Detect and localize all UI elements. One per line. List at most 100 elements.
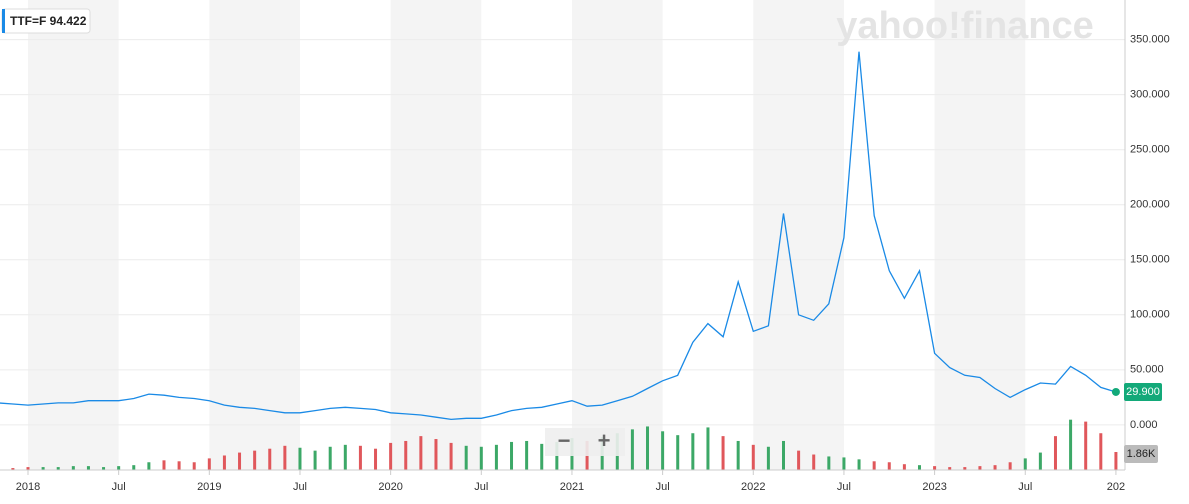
volume-bar	[419, 436, 423, 470]
volume-bar	[449, 442, 453, 470]
volume-bar	[887, 462, 891, 470]
x-tick-label: 2019	[197, 481, 221, 493]
y-tick-label: 200.000	[1130, 199, 1170, 211]
volume-bar	[268, 448, 272, 470]
volume-bar	[1084, 421, 1088, 470]
volume-bar	[766, 446, 770, 470]
x-tick-label: 2021	[560, 481, 584, 493]
volume-label: 1.86K	[1127, 448, 1156, 460]
x-tick-label: Jul	[837, 481, 851, 493]
y-tick-label: 0.000	[1130, 419, 1158, 431]
volume-bar	[464, 445, 468, 470]
volume-bar	[1008, 462, 1012, 470]
volume-bar	[1099, 433, 1103, 470]
volume-bar	[827, 456, 831, 470]
volume-bar	[1023, 458, 1027, 470]
volume-bar	[706, 427, 710, 470]
volume-bar	[283, 445, 287, 470]
volume-bar	[902, 464, 906, 470]
period-band	[753, 0, 844, 470]
volume-bar	[358, 445, 362, 470]
volume-bar	[797, 450, 801, 470]
volume-bar	[102, 467, 106, 470]
y-tick-label: 350.000	[1130, 34, 1170, 46]
header-accent	[2, 9, 5, 33]
volume-bar	[525, 440, 529, 470]
volume-bar	[253, 450, 257, 470]
volume-bar	[676, 435, 680, 470]
volume-bar	[993, 465, 997, 470]
x-tick-label: Jul	[1018, 481, 1032, 493]
zoom-out[interactable]: −	[558, 428, 571, 453]
period-band	[28, 0, 119, 470]
volume-bar	[1114, 452, 1118, 470]
volume-bar	[812, 454, 816, 470]
volume-bar	[328, 446, 332, 470]
volume-bar	[71, 466, 75, 470]
volume-bar	[343, 444, 347, 470]
y-tick-label: 50.000	[1130, 364, 1164, 376]
zoom-controls	[545, 428, 625, 456]
price-line	[0, 51, 1117, 421]
volume-bar	[86, 466, 90, 470]
header: TTF=F 94.422	[10, 14, 87, 28]
volume-bar	[917, 465, 921, 470]
volume-bar	[872, 461, 876, 470]
volume-bar	[857, 459, 861, 470]
volume-bar	[389, 442, 393, 470]
volume-bar	[1038, 452, 1042, 470]
x-tick-label: Jul	[112, 481, 126, 493]
period-band	[571, 0, 663, 470]
volume-bar	[162, 460, 166, 470]
volume-bar	[646, 426, 650, 470]
volume-bar	[479, 446, 483, 470]
x-tick-label: Jul	[656, 481, 670, 493]
y-tick-label: 250.000	[1130, 144, 1170, 156]
volume-bar	[41, 467, 45, 470]
watermark: yahoo!finance	[836, 5, 1094, 47]
volume-bar	[933, 466, 937, 470]
volume-bar	[842, 457, 846, 470]
volume-bar	[630, 429, 634, 470]
y-tick-label: 100.000	[1130, 309, 1170, 321]
volume-bar	[132, 465, 136, 470]
x-tick-label: 202	[1107, 481, 1125, 493]
last-point	[1111, 387, 1120, 396]
price-label-box	[1124, 382, 1162, 401]
volume-label-box	[1124, 445, 1158, 463]
volume-bar	[298, 447, 302, 470]
zoom-in[interactable]: +	[598, 428, 611, 453]
volume-bar	[313, 450, 317, 470]
volume-bar	[238, 452, 242, 470]
volume-bar	[978, 466, 982, 470]
volume-bar	[540, 443, 544, 470]
x-tick-label: 2022	[741, 481, 765, 493]
volume-bar	[1053, 436, 1057, 470]
volume-bar	[222, 455, 226, 470]
volume-bar	[117, 466, 121, 470]
volume-bar	[736, 440, 740, 470]
y-tick-label: 150.000	[1130, 254, 1170, 266]
volume-bar	[948, 467, 952, 470]
x-tick-label: Jul	[474, 481, 488, 493]
volume-bar	[374, 448, 378, 470]
volume-bar	[207, 458, 211, 470]
volume-bar	[661, 431, 665, 470]
price-label: 29.900	[1126, 386, 1160, 398]
x-tick-label: 2018	[16, 481, 40, 493]
volume-bar	[26, 467, 30, 470]
volume-bar	[434, 439, 438, 470]
volume-bar	[404, 440, 408, 470]
volume-bar	[751, 444, 755, 470]
volume-bar	[192, 462, 196, 470]
x-tick-label: Jul	[293, 481, 307, 493]
y-tick-label: 300.000	[1130, 89, 1170, 101]
period-band	[390, 0, 482, 470]
period-band	[209, 0, 300, 470]
volume-bar	[1069, 419, 1073, 470]
volume-bar	[963, 467, 967, 470]
volume-bar	[494, 444, 498, 470]
volume-bar	[56, 467, 60, 470]
volume-bar	[147, 462, 151, 470]
